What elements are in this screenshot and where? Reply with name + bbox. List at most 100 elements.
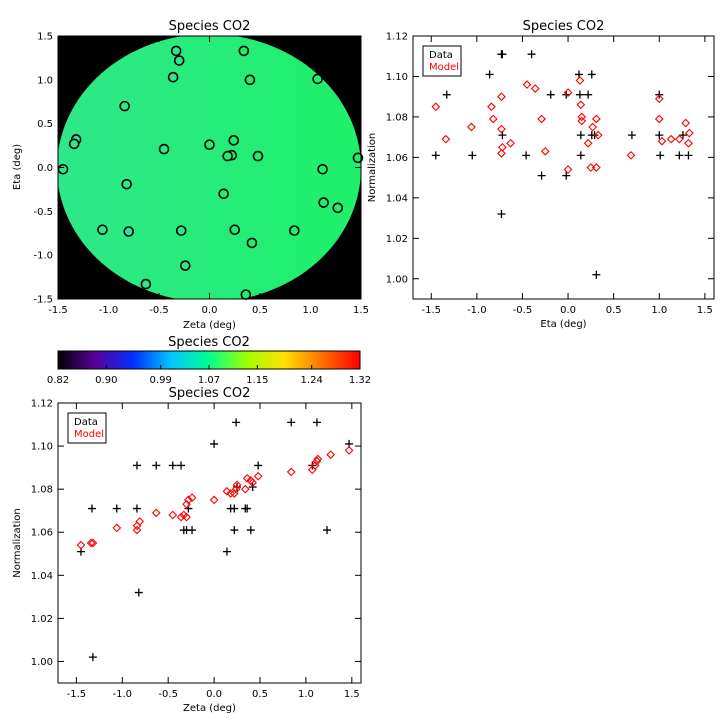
chart0-data-point-16 [575, 90, 584, 99]
chart0-legend-box [422, 45, 462, 77]
chart0-model-point-25 [593, 130, 603, 140]
chart0-model-point-5 [497, 92, 506, 102]
chart1-model-point-1 [86, 538, 96, 548]
chart0-y-tick-label-1: 1.02 [386, 234, 408, 245]
map-point-15 [352, 152, 364, 164]
chart1-legend-box [67, 412, 107, 444]
chart0-data-point-17 [576, 151, 585, 160]
chart0-data-point-5 [498, 50, 507, 59]
map-x-tick-label-1: -1.0 [99, 305, 119, 316]
chart0-model-point-33 [684, 138, 693, 148]
chart1-y-label: Normalization [12, 508, 23, 578]
chart1-title: Species CO2 [169, 386, 251, 401]
map-point-25 [229, 224, 241, 236]
chart1-model-point-16 [222, 486, 232, 496]
chart0-x-tick-label-1: -1.0 [467, 305, 487, 316]
colorbar-tick-label-3: 1.07 [198, 375, 220, 386]
chart1-x-label: Zeta (deg) [183, 703, 236, 714]
chart1-model-point-13 [184, 495, 193, 505]
chart1-x-tick-label-3: 0.0 [206, 689, 222, 700]
chart0-model-point-9 [506, 138, 515, 148]
chart0-x-tick-label-5: 1.0 [651, 305, 667, 316]
chart1-model-point-19 [231, 484, 241, 494]
chart0-model-point-3 [487, 102, 496, 112]
chart1-y-tick-label-6: 1.12 [31, 399, 53, 410]
chart0-model-point-2 [466, 122, 476, 132]
map-x-tick-label-5: 1.0 [303, 305, 319, 316]
chart0-title: Species CO2 [523, 19, 605, 34]
map-point-20 [318, 197, 329, 208]
map-x-label: Zeta (deg) [183, 320, 236, 331]
chart0-data-point-29 [684, 151, 693, 160]
chart1-model-point-26 [286, 467, 296, 477]
chart0-y-label: Normalization [367, 133, 378, 203]
map-title: Species CO2 [169, 19, 251, 34]
chart1-x-tick-label-0: -1.5 [67, 689, 87, 700]
chart0-model-point-31 [674, 134, 684, 144]
chart1-frame [57, 402, 362, 684]
chart0-data-point-7 [497, 210, 506, 219]
chart0-model-point-1 [441, 134, 451, 144]
map-x-tick-label-6: 1.5 [353, 305, 369, 316]
chart0-data-point-9 [527, 50, 536, 59]
chart0-model-point-28 [654, 114, 664, 124]
chart0-model-point-22 [588, 122, 598, 132]
chart1-model-point-14 [187, 493, 197, 503]
map-point-13 [222, 150, 233, 162]
colorbar: Species CO2 0.82 0.90 0.99 1.07 1.15 1.24 1.32 [47, 335, 371, 386]
colorbar-tick-label-6: 1.32 [349, 375, 371, 386]
map-point-18 [121, 178, 132, 190]
map-point-4 [244, 74, 256, 86]
chart0-model-point-24 [591, 163, 601, 172]
chart1-model-point-22 [242, 474, 252, 483]
chart1-data-point-9 [177, 461, 186, 470]
map-point-2 [173, 55, 185, 66]
chart0-model-point-12 [537, 114, 546, 124]
chart1-data-point-17 [230, 504, 239, 513]
map-points [57, 45, 364, 300]
chart0-model-point-0 [431, 102, 441, 112]
map-point-6 [119, 100, 130, 112]
map-point-27 [246, 237, 258, 249]
chart1-data-point-5 [132, 504, 141, 513]
chart1-model-point-17 [226, 489, 235, 498]
map-point-23 [123, 226, 134, 237]
chart0-data-point-23 [627, 131, 636, 140]
map-panel: Species CO2 -1.5 -1.0 -0.5 0.0 0.5 1.0 1.5 -1.… [12, 19, 369, 331]
chart0-y-tick-label-2: 1.04 [386, 193, 408, 204]
chart0-y-tick-label-4: 1.08 [386, 112, 408, 123]
map-point-16 [57, 163, 69, 175]
map-y-tick-label-4: 0.5 [37, 119, 53, 130]
chart1-data-point-29 [323, 526, 332, 535]
chart0-model-point-19 [577, 116, 587, 126]
map-point-9 [228, 135, 240, 146]
chart0-data-point-25 [656, 151, 665, 160]
chart0-model-point-11 [530, 84, 540, 93]
chart1-data-point-1 [87, 504, 96, 513]
chart1-model-point-21 [240, 484, 250, 494]
chart0-legend-entry-1: Model [429, 62, 459, 73]
chart0-data-point-0 [431, 151, 440, 160]
chart0-series-model [431, 76, 694, 174]
chart0-model-point-16 [575, 76, 585, 85]
map-point-30 [240, 289, 252, 300]
chart1-x-tick-label-1: -1.0 [113, 689, 133, 700]
chart1-legend-entry-0: Data [74, 417, 98, 428]
colorbar-ticks: 0.82 0.90 0.99 1.07 1.15 1.24 1.32 [47, 365, 371, 386]
map-x-tick-label-3: 0.0 [202, 305, 218, 316]
chart0-data-point-2 [468, 151, 477, 160]
map-point-21 [332, 202, 344, 214]
colorbar-tick-label-2: 0.99 [150, 375, 172, 386]
chart0-x-tick-label-0: -1.5 [421, 305, 441, 316]
map-point-29 [140, 278, 152, 290]
chart1-data-point-13 [188, 526, 197, 535]
chart1-model-point-30 [313, 454, 323, 464]
chart0-data-point-1 [442, 90, 451, 99]
chart0-data-point-15 [576, 131, 585, 140]
chart0-series-data [431, 50, 693, 279]
chart1-model-point-3 [112, 523, 122, 533]
chart0-model-point-30 [666, 134, 676, 144]
chart0-x-tick-label-3: 0.0 [560, 305, 576, 316]
chart1-y-tick-label-2: 1.04 [31, 571, 53, 582]
